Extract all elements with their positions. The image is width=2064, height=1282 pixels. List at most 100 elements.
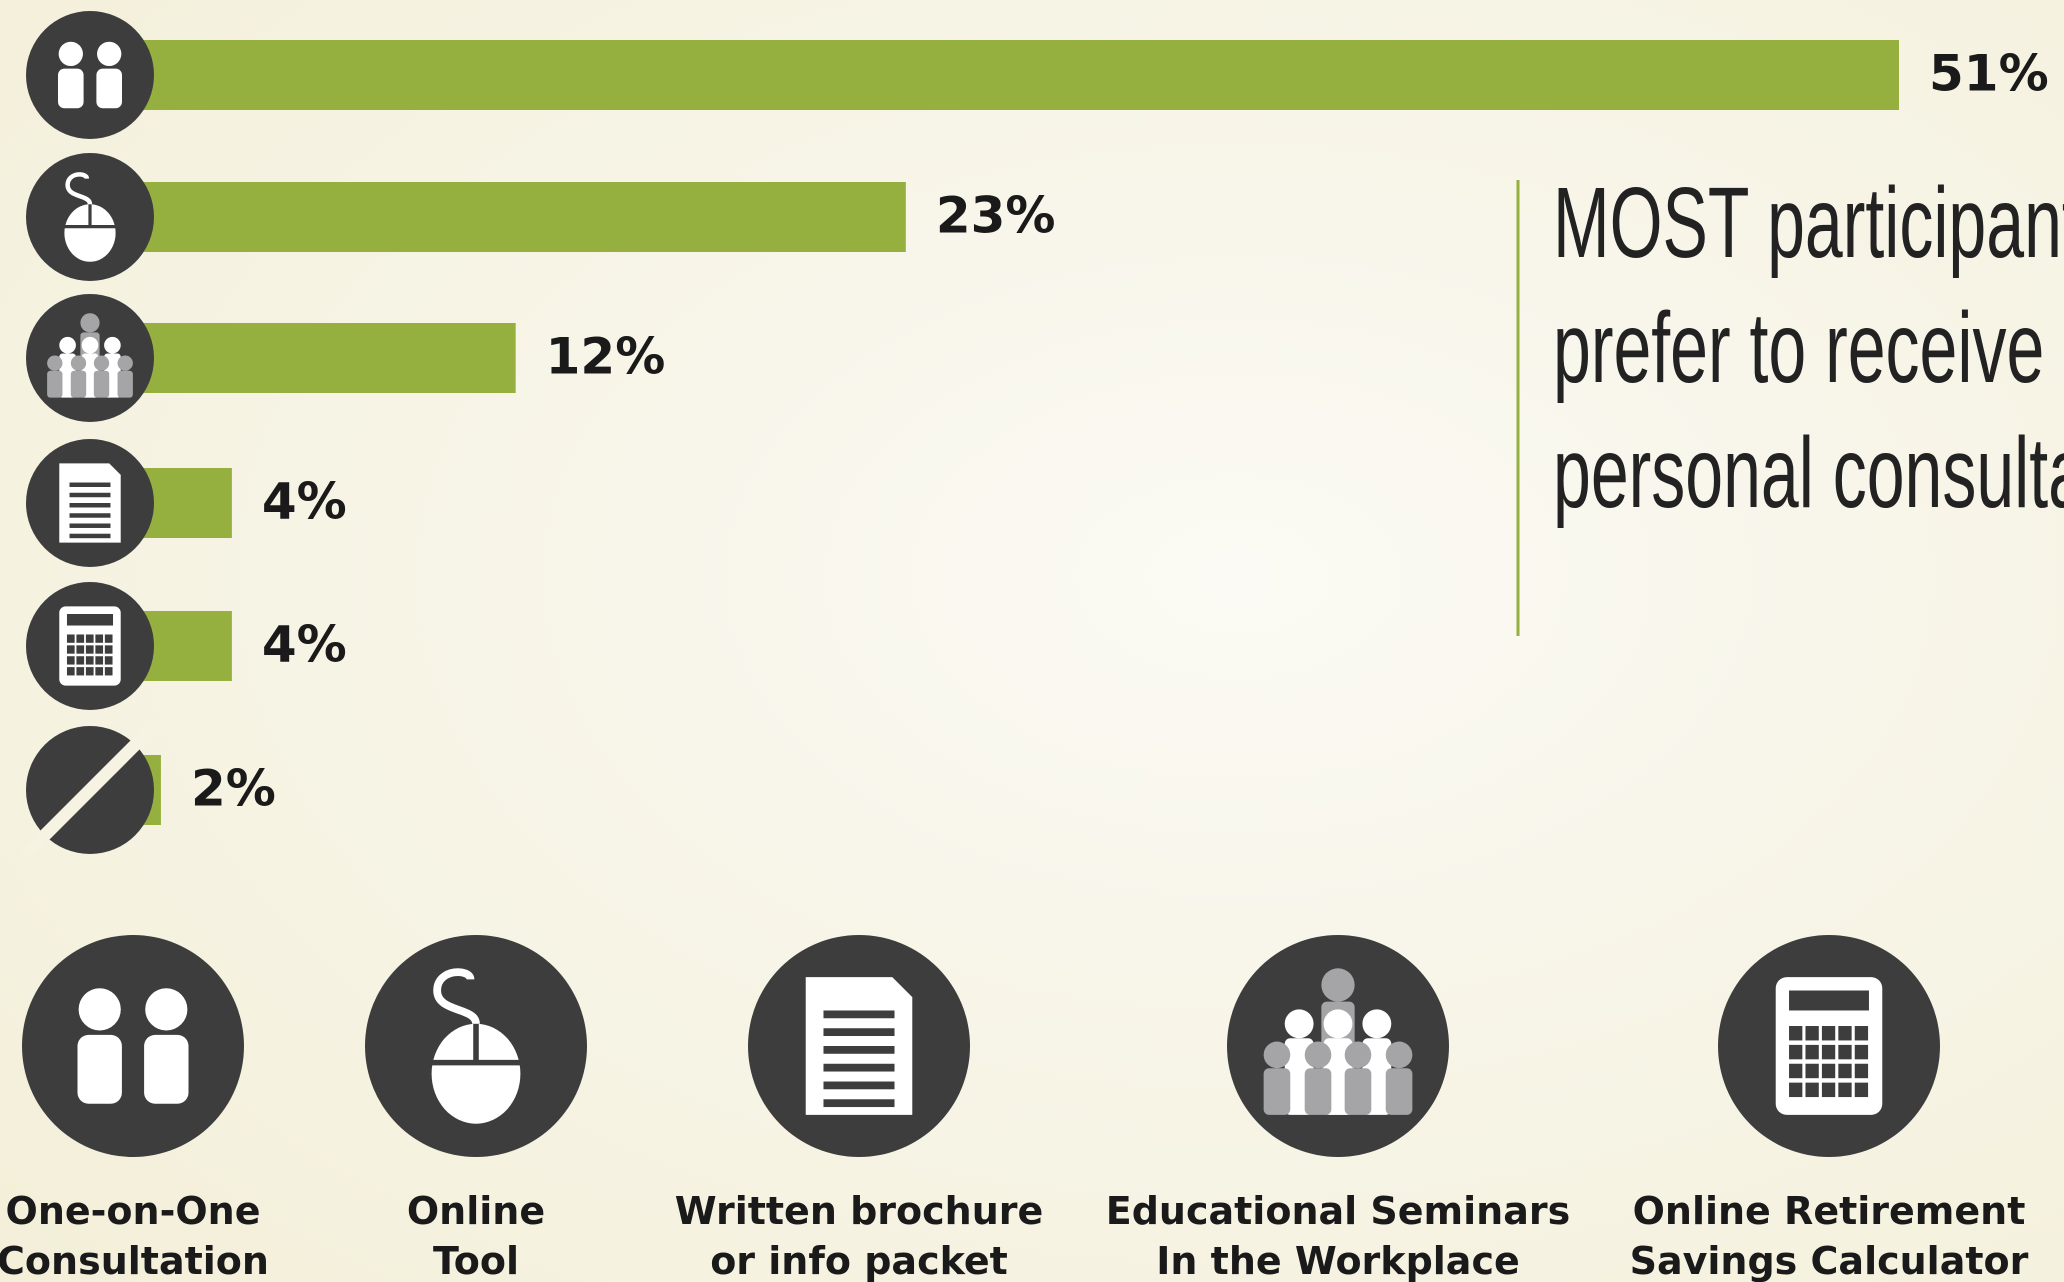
icon-head [1321,968,1355,1002]
icon-people [26,11,154,139]
icon-calc-key [104,645,113,654]
icon-doc [26,439,154,567]
icon-head [1344,1041,1372,1069]
icon-calc-screen [66,614,114,626]
icon-calc-screen [1789,990,1869,1011]
bar [90,182,906,252]
icon-calc-key [95,634,104,643]
icon-body [58,68,84,109]
legend-label: In the Workplace [1156,1239,1520,1282]
icon-calc-key [1805,1082,1819,1098]
legend-label: Written brochure [675,1189,1044,1233]
icon-seminar [26,294,154,422]
icon-head [47,355,63,371]
icon-mouse [431,1023,521,1124]
icon-calc-key [1805,1026,1819,1041]
icon-calc-key [104,656,113,665]
icon-seminar [1227,935,1449,1157]
bar [90,323,516,393]
bar [90,40,1899,110]
icon-circle [22,935,244,1157]
icon-calc-key [1821,1026,1836,1041]
icon-calc-key [85,656,94,665]
icon-head [81,336,99,354]
icon-mouse [26,153,154,281]
legend-label: One-on-One [6,1189,261,1233]
legend-label: Savings Calculator [1630,1239,2029,1282]
icon-head [1304,1041,1332,1069]
annotation-line: prefer to receive h [1553,293,2064,404]
icon-body [1263,1068,1291,1115]
icon-calc-key [85,667,94,676]
icon-doc-line [69,533,111,539]
icon-head [78,988,121,1031]
legend-label: or info packet [710,1239,1008,1282]
icon-calc-key [66,645,75,654]
icon-mouse [365,935,587,1157]
icon-doc-line [823,1010,895,1019]
icon-head [1323,1009,1353,1039]
icon-doc-line [69,482,111,487]
icon-doc-line [823,1063,895,1072]
icon-head [1385,1041,1413,1069]
icon-head [104,336,121,354]
icon-calc-key [1789,1044,1803,1060]
icon-calc-key [76,645,85,654]
icon-calc-key [1789,1082,1803,1098]
icon-calc-key [95,645,104,654]
icon-calc-key [85,634,94,643]
legend-label: Tool [433,1239,519,1282]
icon-doc-line [823,1028,895,1037]
icon-calc-key [76,667,85,676]
icon-head [145,988,188,1031]
icon-people [22,935,244,1157]
icon-head [70,355,87,371]
icon-calc-key [1789,1063,1803,1079]
icon-calc-key [1838,1026,1852,1041]
icon-body [1304,1068,1332,1115]
icon-calc-key [85,645,94,654]
icon-head [97,41,122,67]
icon-doc [748,935,970,1157]
legend-label: Online [407,1189,545,1233]
icon-head [117,355,133,371]
icon-body [47,370,63,398]
icon-doc-line [823,1046,895,1054]
icon-body [1385,1068,1413,1115]
annotation-line: MOST participant [1553,168,2064,279]
icon-calc-key [1821,1044,1836,1060]
value-label: 2% [191,760,276,818]
icon-head [1362,1009,1392,1039]
icon-calc-key [1821,1063,1836,1079]
icon-calc-key [1821,1082,1836,1098]
icon-head [1284,1009,1314,1039]
icon-doc-line [69,523,111,528]
icon-calc-key [95,656,104,665]
icon-calc-key [1854,1082,1869,1098]
value-label: 51% [1929,45,2049,103]
annotation: MOST participant prefer to receive h perso… [1553,168,2064,529]
icon-calc [1718,935,1940,1157]
legend-label: Online Retirement [1633,1189,2026,1233]
icon-head [58,41,83,67]
icon-none [21,721,159,859]
icon-calc-key [76,656,85,665]
annotation-line: personal consulta [1553,418,2064,529]
icon-doc-line [69,503,111,508]
icon-calc-key [104,634,113,643]
icon-calc-key [104,667,113,676]
icon-circle [26,11,154,139]
icon-calc-key [1854,1063,1869,1079]
icon-body [144,1034,189,1104]
icon-head [59,336,76,354]
icon-cable [433,968,480,1025]
icon-head [80,313,100,333]
icon-calc-key [1805,1063,1819,1079]
value-label: 12% [546,328,666,386]
icon-doc-line [823,1081,895,1090]
icon-calc-key [66,667,75,676]
value-label: 4% [262,616,347,674]
icon-calc-key [1838,1082,1852,1098]
legend-label: Consultation [0,1239,269,1282]
